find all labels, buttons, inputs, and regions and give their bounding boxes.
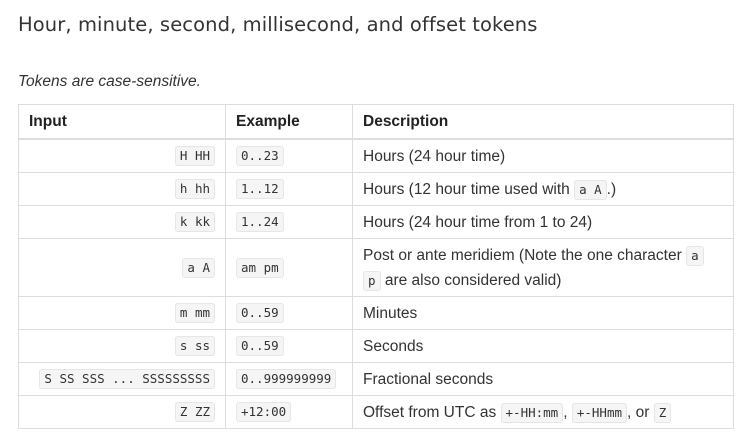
input-cell: H HH <box>18 138 226 173</box>
input-cell: S SS SSS ... SSSSSSSSS <box>18 362 226 396</box>
example-value: 0..23 <box>236 146 284 166</box>
description-cell: Offset from UTC as +-HH:mm, +-HHmm, or Z <box>352 395 734 429</box>
description-text: Fractional seconds <box>363 370 494 388</box>
header-example: Example <box>225 104 353 140</box>
description-text: Hours (24 hour time) <box>363 147 506 165</box>
section-heading: Hour, minute, second, millisecond, and o… <box>18 13 538 36</box>
table-row: a A am pm Post or ante meridiem (Note th… <box>18 238 734 297</box>
input-cell: k kk <box>18 205 226 239</box>
description-text: Post or ante meridiem (Note the one char… <box>363 246 687 264</box>
table-row: S SS SSS ... SSSSSSSSS 0..999999999 Frac… <box>18 362 734 396</box>
input-token: a A <box>182 257 215 278</box>
example-cell: 0..23 <box>225 138 353 173</box>
input-cell: m mm <box>18 296 226 330</box>
case-sensitivity-note: Tokens are case-sensitive. <box>18 73 201 90</box>
example-cell: 1..24 <box>225 205 353 239</box>
description-cell: Hours (12 hour time used with a A.) <box>352 172 734 206</box>
input-token: s ss <box>174 336 215 356</box>
description-code: a <box>686 245 704 266</box>
input-token: S SS SSS ... SSSSSSSSS <box>39 369 215 389</box>
example-cell: 1..12 <box>225 172 353 206</box>
input-cell: h hh <box>18 172 226 206</box>
table-row: k kk 1..24 Hours (24 hour time from 1 to… <box>18 205 734 239</box>
token-table: Input Example Description H HH 0..23 Hou… <box>18 104 734 429</box>
input-cell: Z ZZ <box>18 395 226 429</box>
example-value: 1..12 <box>236 179 284 199</box>
description-code: Z <box>653 402 672 423</box>
table-row: H HH 0..23 Hours (24 hour time) <box>18 138 734 173</box>
example-value: am pm <box>236 257 284 278</box>
example-cell: am pm <box>225 238 353 297</box>
description-text: Minutes <box>363 304 418 322</box>
table-row: s ss 0..59 Seconds <box>18 329 734 363</box>
description-text: , <box>563 403 572 421</box>
header-description: Description <box>352 104 734 140</box>
input-token: H HH <box>174 146 215 166</box>
description-code: p <box>363 270 381 291</box>
example-value: 0..59 <box>236 303 284 323</box>
description-text: are also considered valid) <box>380 271 562 289</box>
description-cell: Hours (24 hour time from 1 to 24) <box>352 205 734 239</box>
description-text: , or <box>627 403 654 421</box>
input-cell: s ss <box>18 329 226 363</box>
description-text: Offset from UTC as <box>363 403 501 421</box>
input-token: m mm <box>174 303 215 323</box>
example-cell: 0..999999999 <box>225 362 353 396</box>
table-row: Z ZZ +12:00 Offset from UTC as +-HH:mm, … <box>18 395 734 429</box>
description-cell: Minutes <box>352 296 734 330</box>
example-value: 0..59 <box>236 336 284 356</box>
description-cell: Post or ante meridiem (Note the one char… <box>352 238 734 297</box>
description-code: +-HHmm <box>571 402 627 423</box>
table-header-row: Input Example Description <box>18 104 734 140</box>
input-token: k kk <box>174 212 215 232</box>
example-value: 0..999999999 <box>236 369 337 389</box>
example-value: +12:00 <box>236 402 292 422</box>
table-row: m mm 0..59 Minutes <box>18 296 734 330</box>
table-row: h hh 1..12 Hours (12 hour time used with… <box>18 172 734 206</box>
input-token: h hh <box>174 179 215 199</box>
description-cell: Hours (24 hour time) <box>352 138 734 173</box>
description-text: Hours (24 hour time from 1 to 24) <box>363 213 593 231</box>
example-value: 1..24 <box>236 212 284 232</box>
description-text: .) <box>606 180 617 198</box>
example-cell: 0..59 <box>225 296 353 330</box>
description-code: a A <box>574 179 607 200</box>
description-cell: Seconds <box>352 329 734 363</box>
description-cell: Fractional seconds <box>352 362 734 396</box>
example-cell: 0..59 <box>225 329 353 363</box>
input-token: Z ZZ <box>174 402 215 422</box>
description-code: +-HH:mm <box>500 402 564 423</box>
input-cell: a A <box>18 238 226 297</box>
description-text: Hours (12 hour time used with <box>363 180 575 198</box>
header-input: Input <box>18 104 226 140</box>
description-text: Seconds <box>363 337 424 355</box>
example-cell: +12:00 <box>225 395 353 429</box>
